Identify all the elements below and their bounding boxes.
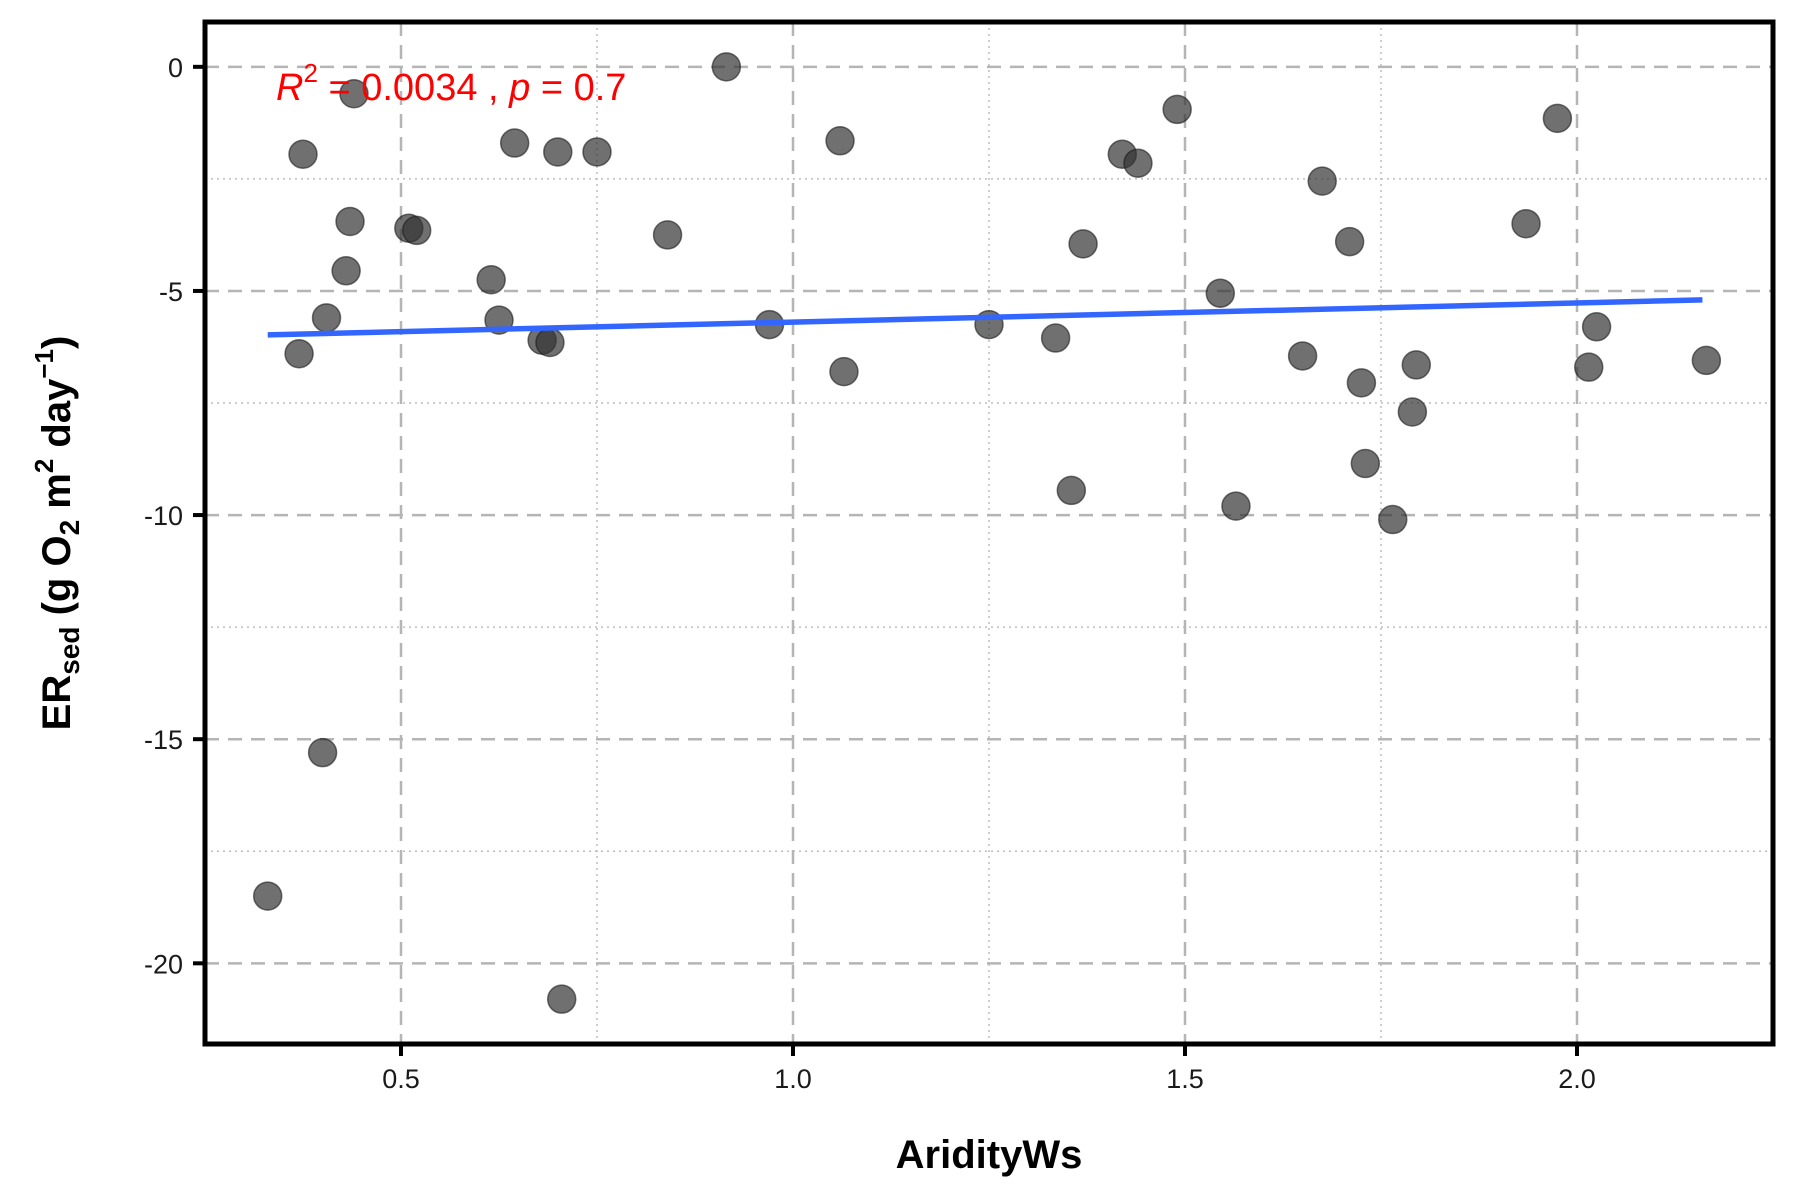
ylabel-o2-sub: 2 bbox=[54, 520, 85, 536]
data-point bbox=[1378, 504, 1408, 535]
data-point bbox=[711, 52, 742, 82]
data-point bbox=[1307, 166, 1337, 196]
major-grid bbox=[205, 22, 1773, 1044]
plot-frame bbox=[202, 19, 1776, 1047]
data-point bbox=[1162, 94, 1192, 125]
data-point bbox=[652, 220, 683, 250]
data-point bbox=[311, 303, 342, 333]
data-point bbox=[1691, 345, 1722, 376]
data-point bbox=[288, 139, 318, 169]
data-point bbox=[1205, 278, 1236, 308]
data-point bbox=[546, 984, 577, 1014]
p-label: p bbox=[508, 67, 530, 109]
data-point bbox=[476, 264, 506, 295]
data-point bbox=[1123, 148, 1153, 178]
data-point bbox=[1221, 491, 1251, 521]
data-point bbox=[1542, 103, 1573, 134]
ylabel-unit-day: day bbox=[35, 378, 79, 459]
x-tick-label: 0.5 bbox=[382, 1064, 420, 1094]
data-point bbox=[1346, 368, 1377, 398]
x-axis-title: AridityWs bbox=[896, 1133, 1083, 1177]
y-tick-label: -20 bbox=[144, 949, 183, 979]
r-superscript: 2 bbox=[303, 58, 317, 88]
minor-grid bbox=[204, 22, 1774, 1044]
data-point bbox=[252, 881, 283, 911]
ylabel-sub: sed bbox=[54, 627, 85, 675]
p-value: = 0.7 bbox=[530, 67, 626, 109]
data-point bbox=[499, 128, 530, 158]
trend-line bbox=[267, 297, 1703, 338]
data-point bbox=[1397, 397, 1428, 427]
data-point bbox=[829, 356, 859, 387]
data-point bbox=[1401, 350, 1432, 380]
ylabel-unit-open: (g O bbox=[35, 535, 79, 626]
data-point bbox=[1350, 448, 1381, 479]
data-point bbox=[535, 327, 565, 358]
data-point bbox=[582, 137, 612, 167]
data-point bbox=[825, 126, 855, 156]
data-point bbox=[543, 137, 573, 167]
ylabel-m-sup: 2 bbox=[29, 459, 59, 473]
ylabel-unit-close: ) bbox=[35, 336, 79, 349]
r-label: R bbox=[276, 67, 303, 109]
y-axis-title: ERsed (g O2 m2 day−1) bbox=[29, 336, 85, 731]
data-point bbox=[1068, 229, 1098, 259]
data-point bbox=[1334, 226, 1365, 257]
ylabel-day-sup: −1 bbox=[29, 349, 59, 379]
tick-labels: 0.5 1.0 1.5 2.0 0 -5 -10 -15 -20 bbox=[144, 53, 1596, 1094]
data-point bbox=[1040, 323, 1071, 353]
data-point bbox=[339, 78, 369, 109]
ylabel-main: ER bbox=[35, 675, 79, 731]
ylabel-unit-mid: m bbox=[35, 473, 79, 520]
y-tick-label: -5 bbox=[159, 277, 183, 307]
y-tick-label: -15 bbox=[144, 725, 183, 755]
data-point bbox=[1574, 352, 1604, 382]
y-tick-label: -10 bbox=[144, 501, 183, 531]
data-point bbox=[284, 338, 314, 369]
x-tick-label: 1.0 bbox=[774, 1064, 812, 1094]
axis-ticks bbox=[193, 64, 1579, 1056]
r-value: = 0.0034 , bbox=[318, 67, 509, 109]
data-point bbox=[1511, 208, 1541, 239]
data-point bbox=[1287, 341, 1318, 371]
stats-annotation: R2 = 0.0034 , p = 0.7 bbox=[276, 58, 626, 109]
trend-line-group bbox=[267, 297, 1703, 338]
data-point bbox=[1056, 475, 1087, 506]
data-point bbox=[335, 206, 365, 237]
data-point bbox=[401, 215, 432, 246]
data-point bbox=[1581, 312, 1612, 342]
x-tick-label: 2.0 bbox=[1558, 1064, 1596, 1094]
data-points bbox=[252, 52, 1722, 1014]
data-point bbox=[331, 256, 361, 286]
x-tick-label: 1.5 bbox=[1166, 1064, 1204, 1094]
data-point bbox=[307, 737, 338, 768]
y-tick-label: 0 bbox=[168, 53, 183, 83]
